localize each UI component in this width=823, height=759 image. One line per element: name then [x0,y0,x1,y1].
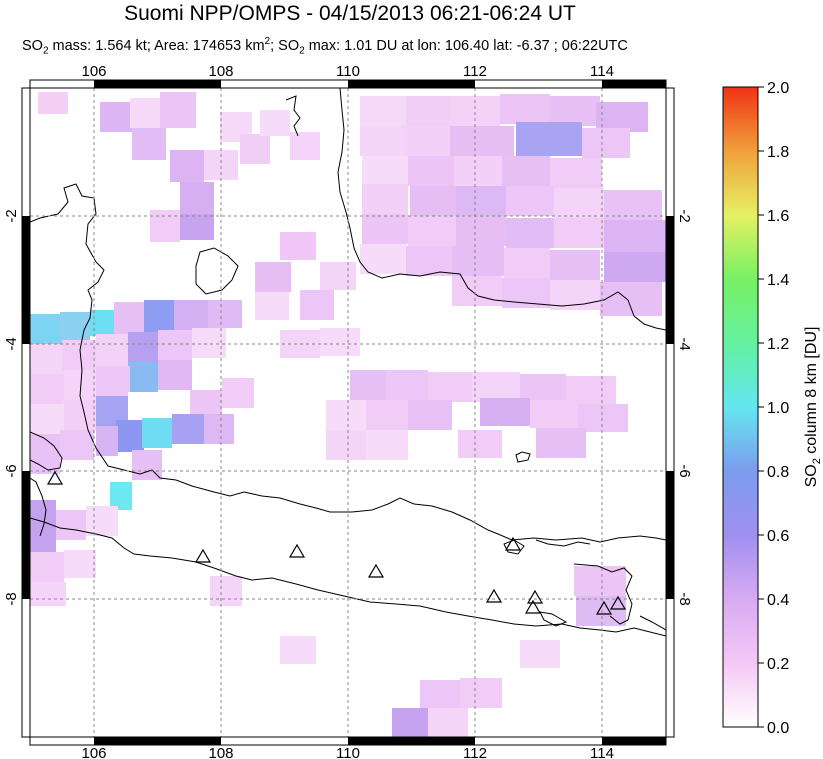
map-gridlines [30,88,666,737]
colorbar-label-sub: 2 [811,458,823,464]
volcano-marker [485,588,503,603]
lat-label-left: -8 [3,592,20,605]
map-title: Suomi NPP/OMPS - 04/15/2013 06:21-06:24 … [124,2,576,25]
colorbar-tick-labels: 2.0 1.8 1.6 1.4 1.2 1.0 0.8 0.6 0.4 0.2 … [767,80,789,737]
volcano-marker [524,599,542,614]
lon-label-top: 108 [208,63,233,80]
lon-label-top: 114 [590,63,614,80]
lon-labels-top: 106 108 110 112 114 [81,63,613,80]
lon-labels-bottom: 106 108 110 112 114 [81,745,613,759]
lat-label-right: -8 [676,592,693,605]
subtitle-text-2: mass: 1.564 kt; Area: 174653 km [48,37,265,54]
lat-label-left: -2 [3,209,20,222]
volcano-marker [526,589,544,604]
colorbar-tick-label: 0.4 [767,592,789,609]
map-subtitle: SO2 mass: 1.564 kt; Area: 174653 km2; SO… [22,36,628,57]
lon-label-bottom: 112 [463,745,487,759]
colorbar-tick-label: 0.6 [767,528,789,545]
map-frame [21,79,675,746]
volcano-marker [288,543,306,558]
lat-label-right: -2 [676,209,693,222]
colorbar: 2.0 1.8 1.6 1.4 1.2 1.0 0.8 0.6 0.4 0.2 … [722,80,823,737]
lon-label-top: 106 [81,63,106,80]
colorbar-tick-label: 1.6 [767,208,789,225]
subtitle-text-4: max: 1.01 DU at lon: 106.40 lat: -6.37 ;… [304,37,628,54]
colorbar-label-pre: SO [803,464,820,487]
lon-label-top: 110 [336,63,360,80]
colorbar-tick-label: 1.8 [767,144,789,161]
subtitle-sup-2: 2 [264,36,271,47]
volcano-markers [46,470,627,615]
volcano-marker [609,595,627,610]
colorbar-label-post: column 8 km [DU] [803,327,820,459]
colorbar-tick-label: 2.0 [767,80,789,97]
colorbar-tick-label: 1.0 [767,400,789,417]
colorbar-tick-label: 1.2 [767,336,789,353]
colorbar-gradient [722,86,759,728]
colorbar-ticks [758,86,764,728]
volcano-marker [194,548,212,563]
colorbar-tick-label: 1.4 [767,272,789,289]
subtitle-text-3: ; SO [270,37,300,54]
lon-label-bottom: 110 [336,745,360,759]
lon-label-top: 112 [463,63,487,80]
lat-label-right: -4 [676,337,693,350]
subtitle-sub-1: 2 [42,45,49,57]
lat-labels-left: -2 -4 -6 -8 [3,209,20,605]
colorbar-tick-label: 0.2 [767,656,789,673]
lat-labels-right: -2 -4 -6 -8 [676,209,693,605]
volcano-marker [367,563,385,578]
lat-label-right: -6 [676,464,693,477]
volcano-marker [595,600,613,615]
colorbar-tick-label: 0.8 [767,464,789,481]
volcano-marker [504,536,522,551]
lon-label-bottom: 106 [81,745,106,759]
colorbar-label: SO2 column 8 km [DU] [803,327,823,488]
colorbar-tick-label: 0.0 [767,720,789,737]
lon-label-bottom: 114 [590,745,614,759]
map-panel: 106 108 110 112 114 106 108 110 112 114 … [3,63,693,759]
subtitle-text-1: SO [22,37,43,54]
lat-label-left: -6 [3,464,20,477]
lat-label-left: -4 [3,337,20,350]
volcano-marker [46,470,64,485]
subtitle-sub-3: 2 [299,45,305,57]
lon-label-bottom: 108 [208,745,233,759]
